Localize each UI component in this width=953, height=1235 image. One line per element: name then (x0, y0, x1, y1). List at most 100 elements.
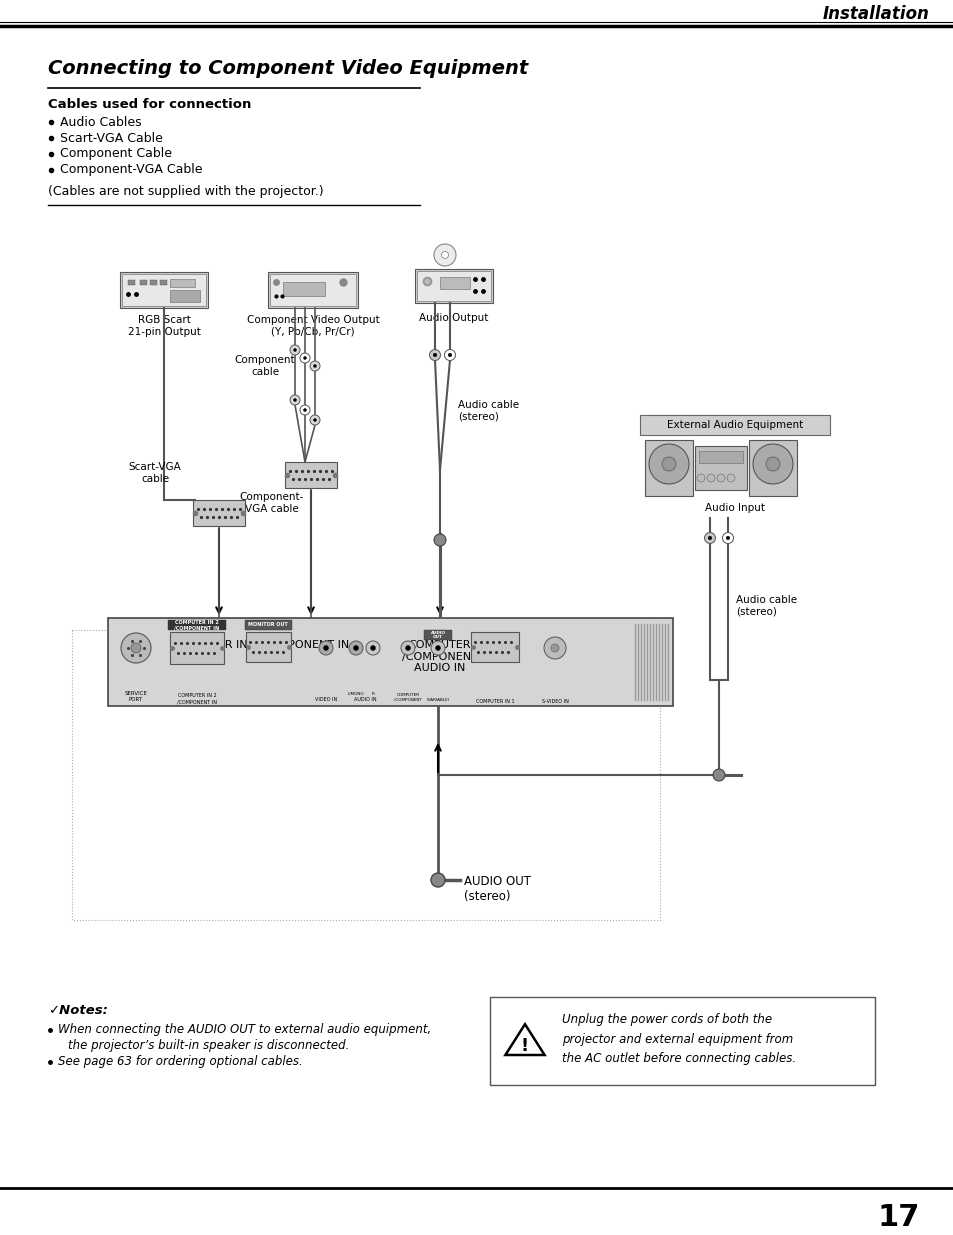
Bar (471, 632, 518, 662)
Bar (140, 280, 147, 285)
Bar (283, 282, 325, 296)
Circle shape (294, 399, 296, 401)
Text: Scart-VGA Cable: Scart-VGA Cable (60, 131, 163, 144)
Text: S-VIDEO IN: S-VIDEO IN (541, 699, 568, 704)
Circle shape (434, 534, 446, 546)
Text: Unplug the power cords of both the
projector and external equipment from
the AC : Unplug the power cords of both the proje… (561, 1013, 796, 1065)
Text: When connecting the AUDIO OUT to external audio equipment,: When connecting the AUDIO OUT to externa… (58, 1024, 431, 1036)
Text: (Cables are not supplied with the projector.): (Cables are not supplied with the projec… (48, 185, 323, 199)
Bar (439, 277, 470, 289)
Circle shape (318, 641, 333, 655)
Circle shape (551, 643, 558, 652)
Text: SERVICE
PORT: SERVICE PORT (125, 692, 148, 701)
Circle shape (121, 634, 151, 663)
Bar (490, 997, 874, 1086)
Text: External Audio Equipment: External Audio Equipment (666, 420, 802, 430)
Bar (268, 272, 357, 308)
Bar (122, 274, 206, 306)
Polygon shape (505, 1024, 544, 1055)
Text: 17: 17 (877, 1203, 919, 1233)
Bar (170, 290, 200, 303)
Bar (416, 270, 491, 301)
Circle shape (314, 364, 316, 368)
Circle shape (366, 641, 379, 655)
Circle shape (752, 445, 792, 484)
Circle shape (431, 641, 444, 655)
Text: R: R (371, 692, 374, 697)
Circle shape (543, 637, 565, 659)
Circle shape (441, 252, 448, 258)
Bar (150, 280, 157, 285)
Circle shape (448, 353, 452, 357)
Bar (699, 451, 742, 463)
Bar (246, 632, 291, 662)
Bar (128, 280, 135, 285)
Circle shape (444, 350, 455, 361)
Text: See page 63 for ordering optional cables.: See page 63 for ordering optional cables… (58, 1056, 302, 1068)
Bar (170, 279, 194, 287)
Text: L/MONO: L/MONO (347, 692, 364, 697)
Circle shape (400, 641, 415, 655)
Circle shape (435, 646, 440, 651)
Text: Connecting to Component Video Equipment: Connecting to Component Video Equipment (48, 58, 528, 78)
Text: !: ! (520, 1037, 529, 1055)
Text: Component-
VGA cable: Component- VGA cable (239, 492, 304, 514)
Text: ✓Notes:: ✓Notes: (48, 1004, 108, 1016)
Circle shape (294, 348, 296, 352)
Circle shape (726, 474, 734, 482)
Bar (120, 272, 208, 308)
Bar (644, 440, 692, 496)
Text: COMPUTER
/COMPONENT
AUDIO IN: COMPUTER /COMPONENT AUDIO IN (401, 640, 477, 673)
Circle shape (648, 445, 688, 484)
Text: Audio Output: Audio Output (419, 312, 488, 324)
Text: Component Video Output
(Y, Pb/Cb, Pr/Cr): Component Video Output (Y, Pb/Cb, Pr/Cr) (247, 315, 379, 337)
Text: the projector’s built-in speaker is disconnected.: the projector’s built-in speaker is disc… (68, 1040, 349, 1052)
Text: COMPUTER
/COMPONENT: COMPUTER /COMPONENT (394, 693, 421, 701)
Circle shape (349, 641, 363, 655)
Bar (415, 269, 493, 303)
Circle shape (131, 643, 141, 653)
Bar (695, 446, 746, 490)
Text: Audio cable
(stereo): Audio cable (stereo) (457, 400, 518, 421)
Text: COMPUTER IN 2/COMPONENT IN: COMPUTER IN 2/COMPONENT IN (171, 640, 349, 650)
Circle shape (703, 532, 715, 543)
Text: AUDIO
OUT: AUDIO OUT (430, 631, 445, 640)
Circle shape (405, 646, 410, 651)
Text: Component Cable: Component Cable (60, 147, 172, 161)
Bar (108, 618, 672, 706)
Circle shape (721, 532, 733, 543)
Text: COMPUTER IN 1: COMPUTER IN 1 (476, 699, 514, 704)
Circle shape (290, 395, 299, 405)
Circle shape (290, 345, 299, 354)
Circle shape (354, 646, 358, 651)
Text: COMPUTER IN 2
/COMPONENT IN: COMPUTER IN 2 /COMPONENT IN (174, 620, 219, 630)
Circle shape (299, 353, 310, 363)
Circle shape (303, 409, 306, 411)
Circle shape (712, 769, 724, 781)
Bar (168, 620, 226, 630)
Text: Component-VGA Cable: Component-VGA Cable (60, 163, 202, 177)
Text: VIDEO IN: VIDEO IN (314, 697, 336, 701)
Circle shape (310, 415, 319, 425)
Circle shape (765, 457, 780, 471)
Circle shape (717, 474, 724, 482)
Text: AUDIO IN: AUDIO IN (354, 697, 375, 701)
Text: Audio Input: Audio Input (704, 503, 764, 513)
Text: RGB Scart
21-pin Output: RGB Scart 21-pin Output (128, 315, 200, 337)
Text: Audio Cables: Audio Cables (60, 116, 141, 128)
Bar (193, 500, 245, 526)
Circle shape (706, 474, 714, 482)
Text: COMPUTER IN 2
/COMPONENT IN: COMPUTER IN 2 /COMPONENT IN (177, 693, 216, 704)
Circle shape (314, 419, 316, 421)
Bar (285, 462, 336, 488)
Circle shape (431, 873, 444, 887)
Circle shape (429, 350, 440, 361)
Text: Component
cable: Component cable (234, 354, 295, 377)
Bar (170, 632, 224, 664)
Text: MONITOR OUT: MONITOR OUT (248, 622, 288, 627)
Bar (245, 620, 292, 630)
Circle shape (370, 646, 375, 651)
Text: Scart-VGA
cable: Scart-VGA cable (129, 462, 181, 484)
Circle shape (434, 245, 456, 266)
Circle shape (299, 405, 310, 415)
